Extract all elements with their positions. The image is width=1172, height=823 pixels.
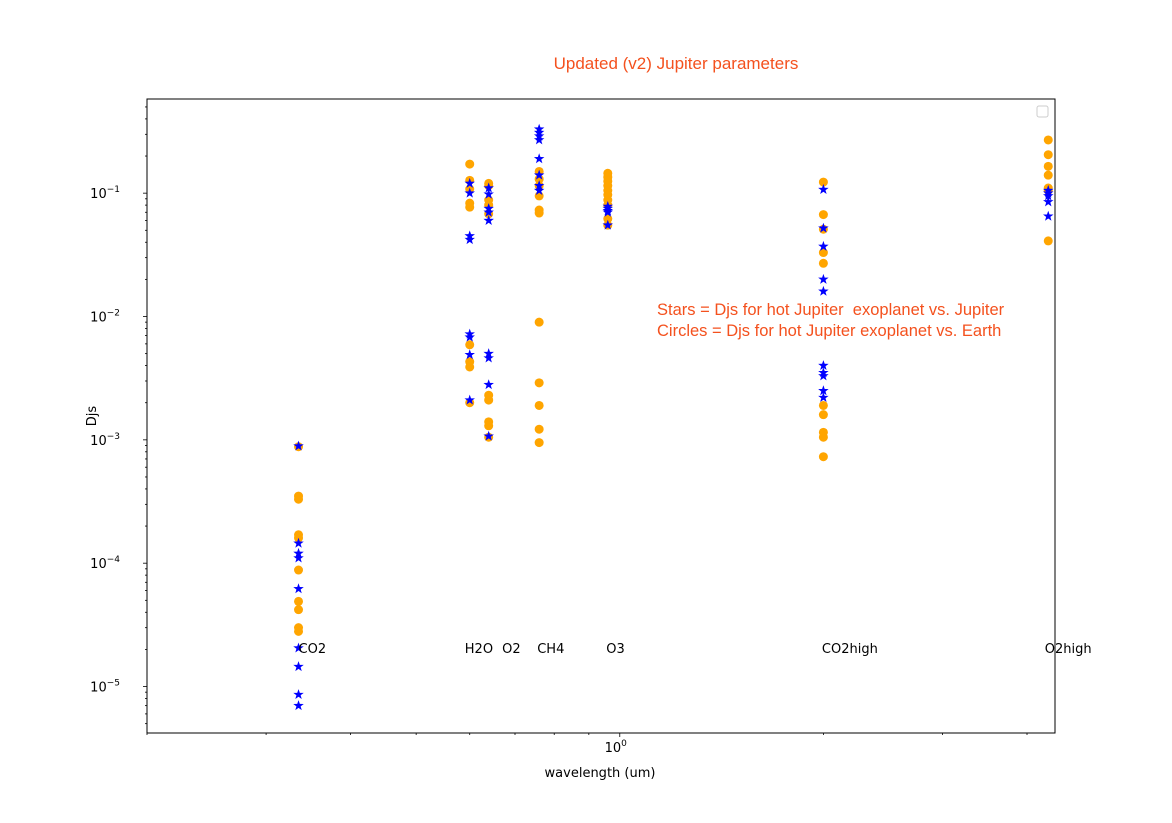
gas-label: CO2 xyxy=(299,642,327,657)
star-point xyxy=(293,700,304,711)
circle-point xyxy=(534,378,544,388)
gas-label: CH4 xyxy=(537,642,564,657)
star-point xyxy=(818,360,829,371)
y-tick-label-exponent: −5 xyxy=(107,679,120,689)
circle-point xyxy=(294,626,304,636)
circle-point xyxy=(1043,150,1053,160)
annotation-circles: Circles = Djs for hot Jupiter exoplanet … xyxy=(657,322,1001,340)
circle-point xyxy=(465,202,475,212)
y-tick-label-exponent: −4 xyxy=(107,555,121,565)
chart-title: Updated (v2) Jupiter parameters xyxy=(554,54,799,73)
star-point xyxy=(464,234,475,245)
star-point xyxy=(293,440,304,451)
star-point xyxy=(533,153,545,164)
gas-label: O3 xyxy=(606,642,625,657)
circle-point xyxy=(294,596,304,606)
data-marks xyxy=(293,123,1054,711)
y-tick-label-exponent: −2 xyxy=(107,309,120,319)
star-point xyxy=(464,187,475,198)
circle-point xyxy=(534,400,544,410)
gas-label: CO2high xyxy=(822,642,878,657)
circle-point xyxy=(465,159,475,169)
star-point xyxy=(483,182,494,193)
star-point xyxy=(818,222,829,233)
star-point xyxy=(533,185,545,195)
star-point xyxy=(483,206,494,217)
circle-point xyxy=(818,177,828,187)
star-point xyxy=(602,206,614,217)
star-point xyxy=(818,370,829,381)
circle-point xyxy=(484,395,494,405)
circle-point xyxy=(294,605,304,615)
circle-point xyxy=(465,362,475,372)
circle-point xyxy=(818,248,828,258)
plot-area xyxy=(146,98,1056,734)
legend-box xyxy=(1036,105,1049,118)
star-point xyxy=(483,215,494,225)
star-point xyxy=(818,285,829,296)
star-point xyxy=(464,349,475,360)
x-axis-label: wavelength (um) xyxy=(545,766,656,781)
star-point xyxy=(293,552,304,563)
circle-point xyxy=(818,258,828,268)
star-point xyxy=(533,169,545,180)
circle-point xyxy=(534,424,544,434)
y-tick-label-exponent: −3 xyxy=(107,432,120,442)
circle-point xyxy=(818,452,828,462)
y-axis-label: Djs xyxy=(85,406,100,427)
star-point xyxy=(818,273,829,284)
circle-point xyxy=(294,494,304,504)
star-point xyxy=(1043,190,1054,201)
circle-point xyxy=(818,400,828,410)
star-point xyxy=(602,219,614,230)
star-point xyxy=(483,379,494,390)
circle-point xyxy=(1043,170,1053,180)
x-tick-label-exponent: 0 xyxy=(621,739,627,749)
circle-point xyxy=(534,208,544,218)
circle-point xyxy=(534,438,544,448)
star-point xyxy=(293,583,304,594)
star-point xyxy=(464,177,475,188)
gas-label: O2high xyxy=(1045,642,1092,657)
star-point xyxy=(293,537,304,548)
circle-point xyxy=(1043,135,1053,145)
star-point xyxy=(818,392,829,403)
star-point xyxy=(483,352,494,363)
axes-frame xyxy=(146,98,1056,734)
circle-point xyxy=(818,410,828,420)
circle-point xyxy=(818,210,828,220)
star-point xyxy=(533,134,545,145)
circle-point xyxy=(534,191,544,201)
annotation-stars: Stars = Djs for hot Jupiter exoplanet vs… xyxy=(657,301,1005,319)
circle-point xyxy=(1043,161,1053,171)
circle-point xyxy=(818,432,828,442)
star-point xyxy=(293,689,304,700)
star-point xyxy=(818,385,829,396)
circle-point xyxy=(484,421,494,431)
star-point xyxy=(464,331,475,342)
gas-labels: CO2 H2O O2 CH4 O3 CO2high O2high xyxy=(299,642,1092,657)
circle-point xyxy=(1043,236,1053,246)
star-point xyxy=(1043,196,1054,207)
star-point xyxy=(818,184,829,194)
star-point xyxy=(818,240,829,251)
star-point xyxy=(483,188,494,199)
y-tick-label-exponent: −1 xyxy=(107,185,120,195)
star-point xyxy=(464,394,475,405)
star-point xyxy=(1043,210,1054,221)
circle-point xyxy=(465,340,475,350)
star-point xyxy=(293,642,304,653)
gas-label: O2 xyxy=(502,642,521,657)
circle-point xyxy=(534,317,544,327)
circle-point xyxy=(603,214,613,224)
gas-label: H2O xyxy=(465,642,493,657)
circle-point xyxy=(294,565,304,575)
star-point xyxy=(483,430,494,441)
star-point xyxy=(293,661,304,672)
